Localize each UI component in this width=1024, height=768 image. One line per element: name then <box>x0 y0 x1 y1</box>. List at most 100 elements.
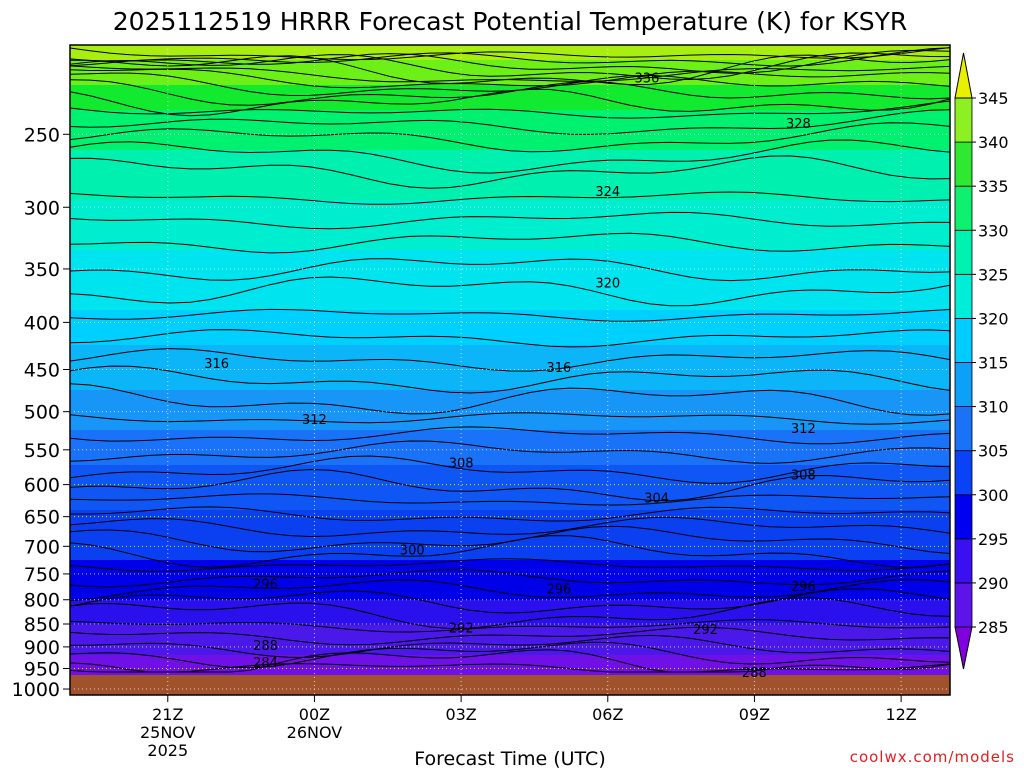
y-tick-label: 400 <box>24 312 60 334</box>
contour-label: 320 <box>595 276 620 291</box>
contour-label-text: 328 <box>786 117 811 132</box>
contour-label: 296 <box>546 583 571 598</box>
colorbar-tick-label: 330 <box>978 221 1009 240</box>
isentrope-line <box>70 412 950 425</box>
contour-label-text: 304 <box>644 492 669 507</box>
isentrope-line <box>70 122 950 153</box>
y-tick-label: 500 <box>24 402 60 424</box>
isentrope-line <box>70 109 950 135</box>
credit-text: coolwx.com/models <box>850 748 1015 766</box>
isentrope-line <box>70 308 950 322</box>
colorbar-tick-label: 305 <box>978 442 1009 461</box>
contour-label: 300 <box>400 544 425 559</box>
isentrope-line <box>70 579 950 602</box>
contour-label-text: 296 <box>791 580 816 595</box>
x-tick-label: 03Z <box>445 705 476 724</box>
isentrope-line <box>70 383 950 416</box>
temperature-fill <box>70 45 950 681</box>
isentrope-line <box>70 493 950 506</box>
contour-label-text: 284 <box>253 656 278 671</box>
contour-label-text: 296 <box>546 583 571 598</box>
y-tick-label: 350 <box>24 259 60 281</box>
colorbar-tick-label: 290 <box>978 574 1009 593</box>
colorbar-tick-label: 345 <box>978 89 1009 108</box>
contour-label: 336 <box>634 72 659 87</box>
contour-label-text: 300 <box>400 544 425 559</box>
colorbar-extend-high <box>954 52 973 99</box>
colorbar-segment <box>954 97 973 143</box>
fill-band <box>70 250 950 311</box>
y-tick-label: 950 <box>24 659 60 681</box>
contour-label-text: 292 <box>449 621 474 636</box>
contour-label-text: 292 <box>693 623 718 638</box>
contour-label-text: 308 <box>449 457 474 472</box>
isentrope-line <box>70 641 950 669</box>
x-tick-label: 2025 <box>147 741 188 760</box>
y-tick-label: 900 <box>24 637 60 659</box>
isentrope-line <box>70 634 950 658</box>
contour-label-text: 336 <box>634 72 659 87</box>
isentrope-line <box>70 596 950 630</box>
contour-labels: 336 328 324 320 316 316 312 312 308 308 304 300 296 2… <box>204 72 816 681</box>
contour-label-text: 324 <box>595 185 620 200</box>
y-tick-label: 250 <box>24 124 60 146</box>
isentrope-line <box>70 65 950 83</box>
isentrope-line <box>70 468 950 502</box>
isentrope-line <box>70 52 950 81</box>
isentrope-line <box>70 100 950 119</box>
colorbar-tick-label: 320 <box>978 309 1009 328</box>
x-tick-label: 00Z <box>299 705 330 724</box>
colorbar-segment <box>954 185 973 231</box>
y-tick-label: 1000 <box>12 679 60 701</box>
isentrope-line <box>70 649 950 673</box>
contour-label: 328 <box>786 117 811 132</box>
contour-label-text: 320 <box>595 276 620 291</box>
fill-band <box>70 150 950 201</box>
contour-label: 288 <box>742 666 767 681</box>
y-tick-label: 700 <box>24 536 60 558</box>
isentrope-line <box>70 619 950 633</box>
colorbar-segment <box>954 406 973 452</box>
isentrope-line <box>70 155 950 189</box>
isentrope-line <box>70 426 950 445</box>
contour-label: 288 <box>253 639 278 654</box>
contour-label: 316 <box>204 357 229 372</box>
isentrope-line <box>70 258 950 282</box>
colorbar-tick-label: 315 <box>978 354 1009 373</box>
fill-band <box>70 390 950 431</box>
colorbar-tick-label: 300 <box>978 486 1009 505</box>
fill-band <box>70 110 950 151</box>
isentrope-line <box>70 88 950 117</box>
x-tick-label: 09Z <box>739 705 770 724</box>
colorbar-segment <box>954 273 973 319</box>
isentrope-line <box>70 191 950 205</box>
y-tick-label: 800 <box>24 590 60 612</box>
isentrope-line <box>70 47 950 61</box>
contour-label: 292 <box>693 623 718 638</box>
isentrope-line <box>70 455 950 484</box>
y-tick-label: 550 <box>24 440 60 462</box>
x-tick-label: 21Z <box>152 705 183 724</box>
isentrope-line <box>70 558 950 572</box>
x-tick-label: 12Z <box>885 705 916 724</box>
contour-label-text: 288 <box>253 639 278 654</box>
isentrope-line <box>70 79 950 106</box>
colorbar-segment <box>954 318 973 363</box>
contour-label: 324 <box>595 185 620 200</box>
y-axis: 2503003504004505005506006507007508008509… <box>12 124 70 701</box>
contour-label-text: 308 <box>791 468 816 483</box>
colorbar-segment <box>954 141 973 187</box>
contour-label-text: 316 <box>546 361 571 376</box>
isentrope-line <box>70 276 950 307</box>
y-tick-label: 850 <box>24 614 60 636</box>
colorbar-tick-label: 335 <box>978 177 1009 196</box>
isentrope-line <box>70 365 950 394</box>
contour-label-text: 296 <box>253 577 278 592</box>
colorbar-segment <box>954 362 973 407</box>
fill-band <box>70 60 950 86</box>
contour-label: 292 <box>449 621 474 636</box>
contour-label: 312 <box>302 413 327 428</box>
colorbar-tick-label: 295 <box>978 530 1009 549</box>
colorbar-segment <box>954 494 973 540</box>
